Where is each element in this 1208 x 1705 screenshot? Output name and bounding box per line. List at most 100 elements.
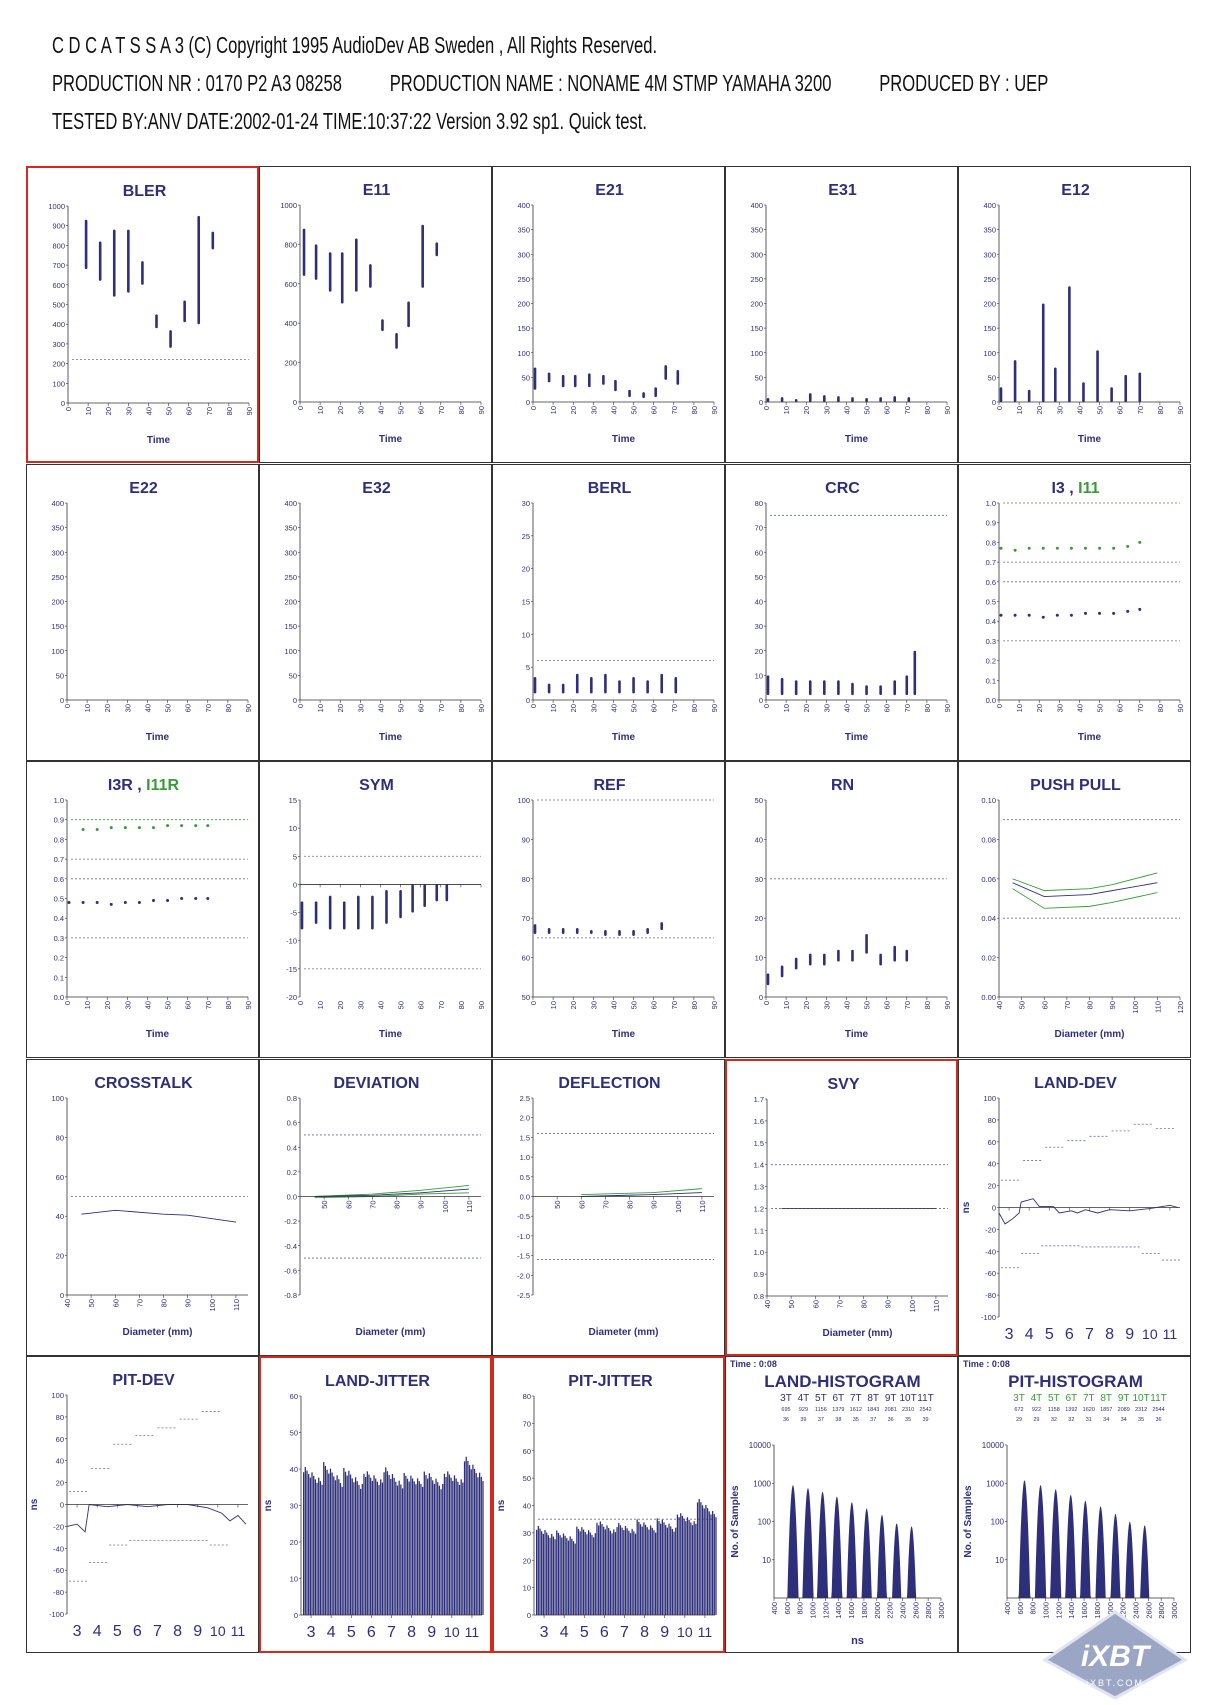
y-tick-label: 40 bbox=[988, 1159, 996, 1168]
range-mark bbox=[84, 219, 88, 270]
x-tick-label: 80 bbox=[923, 406, 932, 414]
chart-panel-ref: REF 50 60 70 80 90 100 0 10 20 30 40 50 60 70 80 90 Time bbox=[492, 761, 725, 1059]
chart-svg: CROSSTALK 0 20 40 60 80 100 40 50 60 70 80 90 100 110 D… bbox=[51, 1075, 248, 1338]
x-tick-label: 10 bbox=[782, 406, 791, 414]
x-tick-label: 1400 bbox=[1067, 1602, 1076, 1619]
jitter-bar bbox=[554, 1539, 556, 1616]
y-tick-label: 0 bbox=[293, 881, 297, 890]
y-tick-label: 40 bbox=[56, 1212, 64, 1221]
data-point bbox=[194, 897, 198, 901]
range-mark bbox=[1041, 303, 1045, 402]
x-tick-label: 9 bbox=[1125, 1326, 1134, 1343]
jitter-bar bbox=[341, 1487, 343, 1616]
chart-panel-land-dev: LAND-DEV -100 -80 -60 -40 -20 0 20 40 60 80 100 3 4 5 6… bbox=[958, 1058, 1191, 1356]
x-tick-label: 7 bbox=[387, 1624, 396, 1641]
y-tick-label: 80 bbox=[522, 875, 530, 884]
jitter-bar bbox=[666, 1528, 668, 1616]
y-tick-label: 60 bbox=[56, 1435, 64, 1444]
y-tick-label: 0 bbox=[759, 398, 763, 407]
y-tick-label: 200 bbox=[52, 360, 65, 369]
jitter-bar bbox=[643, 1522, 645, 1616]
y-tick-label: 100 bbox=[51, 1094, 64, 1103]
range-mark bbox=[664, 365, 668, 380]
jitter-bar bbox=[361, 1484, 363, 1616]
y-tick-label: 150 bbox=[750, 324, 763, 333]
y-tick-label: 10 bbox=[755, 671, 763, 680]
jitter-bar bbox=[411, 1478, 414, 1616]
y-tick-label: 1.2 bbox=[754, 1204, 764, 1213]
y-tick-label: 0.8 bbox=[287, 1094, 297, 1103]
x-tick-label: 2400 bbox=[898, 1602, 907, 1619]
jitter-bar bbox=[401, 1488, 404, 1616]
y-tick-label: 50 bbox=[289, 671, 297, 680]
x-tick-label: 6 bbox=[1065, 1326, 1074, 1343]
jitter-bar bbox=[646, 1527, 648, 1616]
y-tick-label: 60 bbox=[523, 1447, 531, 1456]
y-tick-label: 300 bbox=[51, 548, 64, 557]
jitter-bar bbox=[696, 1502, 699, 1616]
jitter-bar bbox=[624, 1526, 627, 1616]
t-value-row2: 35 bbox=[1138, 1417, 1144, 1423]
y-tick-label: 400 bbox=[284, 319, 297, 328]
jitter-bar bbox=[658, 1521, 660, 1616]
range-mark bbox=[357, 895, 360, 930]
histogram-peak bbox=[860, 1508, 873, 1599]
x-tick-label: 1600 bbox=[847, 1602, 856, 1619]
jitter-bar bbox=[447, 1471, 449, 1616]
x-axis-label: Diameter (mm) bbox=[355, 1327, 425, 1338]
x-tick-label: 0 bbox=[995, 704, 1004, 708]
range-mark bbox=[654, 387, 657, 398]
jitter-bar bbox=[586, 1534, 588, 1616]
x-tick-label: 0 bbox=[762, 406, 771, 410]
x-tick-label: 20 bbox=[103, 1001, 112, 1009]
x-tick-label: 60 bbox=[883, 1001, 892, 1009]
x-tick-label: 2000 bbox=[1106, 1602, 1115, 1619]
range-mark bbox=[808, 953, 812, 966]
chart-panel-crosstalk: CROSSTALK 0 20 40 60 80 100 40 50 60 70 80 90 100 110 D… bbox=[26, 1058, 259, 1356]
y-tick-label: 0.8 bbox=[54, 836, 64, 845]
x-tick-label: 80 bbox=[690, 1001, 699, 1009]
title-part: E12 bbox=[1061, 182, 1090, 199]
jitter-bar bbox=[695, 1524, 697, 1616]
y-tick-label: 400 bbox=[517, 201, 530, 210]
jitter-bar bbox=[653, 1530, 655, 1616]
jitter-bar bbox=[691, 1525, 694, 1616]
data-point bbox=[1126, 544, 1130, 548]
x-tick-label: 70 bbox=[1136, 406, 1145, 414]
y-tick-label: 10 bbox=[995, 1556, 1004, 1565]
x-tick-label: 100 bbox=[1131, 1001, 1140, 1014]
x-tick-label: 2200 bbox=[1119, 1602, 1128, 1619]
x-tick-label: 60 bbox=[344, 1200, 353, 1208]
logo-diamond bbox=[1042, 1610, 1188, 1700]
jitter-bar bbox=[333, 1476, 335, 1616]
y-tick-label: 25 bbox=[522, 531, 530, 540]
jitter-bar bbox=[478, 1473, 481, 1616]
x-tick-label: 80 bbox=[690, 406, 699, 414]
range-mark bbox=[1096, 350, 1099, 402]
y-tick-label: 80 bbox=[988, 1116, 996, 1125]
x-tick-label: 10 bbox=[549, 704, 558, 712]
series-line bbox=[1012, 882, 1158, 898]
t-value-row1: 2310 bbox=[902, 1407, 914, 1413]
t-label: 5T bbox=[1048, 1393, 1060, 1404]
chart-panel-land-jitter: LAND-JITTER 0 10 20 30 40 50 60 3 4 5 6 7 8 9 10 11 ns bbox=[259, 1356, 492, 1654]
x-tick-label: 50 bbox=[165, 407, 174, 415]
y-tick-label: 0.0 bbox=[54, 993, 64, 1002]
jitter-bar bbox=[470, 1469, 472, 1616]
y-tick-label: 350 bbox=[750, 226, 763, 235]
jitter-bar bbox=[406, 1479, 409, 1616]
y-axis-label: ns bbox=[29, 1499, 40, 1511]
x-tick-label: 600 bbox=[783, 1602, 792, 1615]
jitter-bar bbox=[415, 1484, 417, 1616]
x-tick-label: 90 bbox=[943, 1001, 952, 1009]
x-tick-label: 60 bbox=[184, 1001, 193, 1009]
jitter-bar bbox=[433, 1484, 435, 1616]
x-tick-label: 50 bbox=[863, 1001, 872, 1009]
x-tick-label: 5 bbox=[1045, 1326, 1054, 1343]
y-tick-label: 350 bbox=[51, 523, 64, 532]
x-axis-label: Time bbox=[146, 732, 170, 743]
jitter-bar bbox=[432, 1480, 434, 1616]
y-tick-label: 80 bbox=[755, 499, 763, 508]
t-label: 8T bbox=[1100, 1393, 1112, 1404]
jitter-bar bbox=[634, 1534, 637, 1616]
